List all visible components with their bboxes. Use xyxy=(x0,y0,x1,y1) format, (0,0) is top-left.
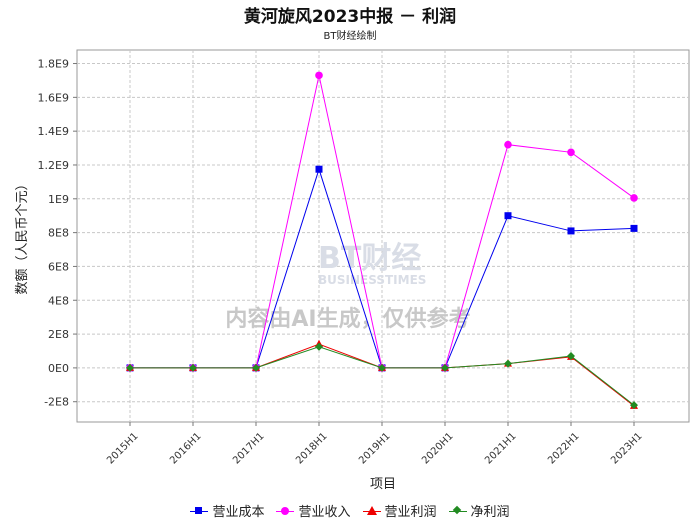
y-axis-title: 数额（人民币个元） xyxy=(15,177,30,294)
data-point xyxy=(252,363,260,372)
y-tick-label: 1.4E9 xyxy=(38,125,69,138)
series-diamond xyxy=(126,342,638,410)
watermark-brand-sub: BUSINESSTIMES xyxy=(318,273,426,287)
legend-item: 净利润 xyxy=(448,501,510,520)
data-point xyxy=(630,194,638,202)
x-axis-title: 项目 xyxy=(370,477,396,492)
y-tick-label: 4E8 xyxy=(48,294,69,307)
legend-item: 营业成本 xyxy=(190,501,264,520)
data-point xyxy=(504,140,512,149)
data-point xyxy=(504,212,512,220)
y-tick-label: 1E9 xyxy=(48,193,69,206)
watermark: BT财经 BUSINESSTIMES 内容由AI生成，仅供参考 xyxy=(225,241,470,332)
data-point xyxy=(567,227,575,235)
y-tick-label: 8E8 xyxy=(48,227,69,240)
data-point xyxy=(630,401,638,410)
legend-label: 净利润 xyxy=(470,505,510,520)
x-tick-label: 2022H1 xyxy=(546,431,582,467)
data-point xyxy=(441,363,449,372)
legend-triangle-icon xyxy=(362,505,381,517)
legend-diamond-icon xyxy=(448,505,467,517)
legend: 营业成本 营业收入 营业利润 净利润 xyxy=(0,501,700,521)
y-tick-label: 2E8 xyxy=(48,328,69,341)
data-point xyxy=(630,224,638,232)
x-tick-label: 2016H1 xyxy=(168,431,204,467)
data-point xyxy=(567,148,575,157)
data-point xyxy=(126,363,134,372)
gridlines xyxy=(77,50,689,422)
legend-label: 营业收入 xyxy=(298,505,351,520)
y-tick-label: 1.2E9 xyxy=(38,159,69,172)
legend-circle-icon xyxy=(276,505,295,517)
x-tick-label: 2018H1 xyxy=(294,431,330,467)
data-point xyxy=(378,363,386,372)
watermark-brand: BT财经 xyxy=(318,241,421,276)
y-axis: -2E8 0E0 2E8 4E8 6E8 8E8 1E9 1.2E9 1.4E9 1.6E9 1.8… xyxy=(38,58,77,409)
x-tick-label: 2021H1 xyxy=(483,431,519,467)
data-point xyxy=(504,359,512,368)
data-point xyxy=(567,352,575,361)
x-tick-label: 2017H1 xyxy=(231,431,267,467)
plot-area xyxy=(76,49,690,423)
data-point xyxy=(189,363,197,372)
data-point xyxy=(315,342,323,351)
watermark-text: 内容由AI生成，仅供参考 xyxy=(225,306,470,332)
y-tick-label: 6E8 xyxy=(48,260,69,273)
x-axis: 2015H1 2016H1 2017H1 2018H1 2019H1 2020H1 2021… xyxy=(105,422,645,466)
x-tick-label: 2019H1 xyxy=(357,431,393,467)
chart-title: 黄河旋风2023中报 － 利润 xyxy=(243,7,457,27)
y-tick-label: -2E8 xyxy=(44,396,69,409)
legend-item: 营业收入 xyxy=(276,501,351,520)
data-point xyxy=(315,71,323,80)
series-group xyxy=(126,71,638,410)
legend-item: 营业利润 xyxy=(362,501,437,520)
x-tick-label: 2023H1 xyxy=(609,431,645,467)
legend-square-icon xyxy=(190,505,209,517)
x-tick-label: 2020H1 xyxy=(420,431,456,467)
y-tick-label: 0E0 xyxy=(48,362,69,375)
chart-subtitle: BT财经绘制 xyxy=(323,31,377,42)
legend-label: 营业利润 xyxy=(384,505,437,520)
y-tick-label: 1.8E9 xyxy=(38,58,69,71)
x-tick-label: 2015H1 xyxy=(105,431,141,467)
legend-label: 营业成本 xyxy=(212,505,265,520)
y-tick-label: 1.6E9 xyxy=(38,91,69,104)
data-point xyxy=(315,165,323,173)
